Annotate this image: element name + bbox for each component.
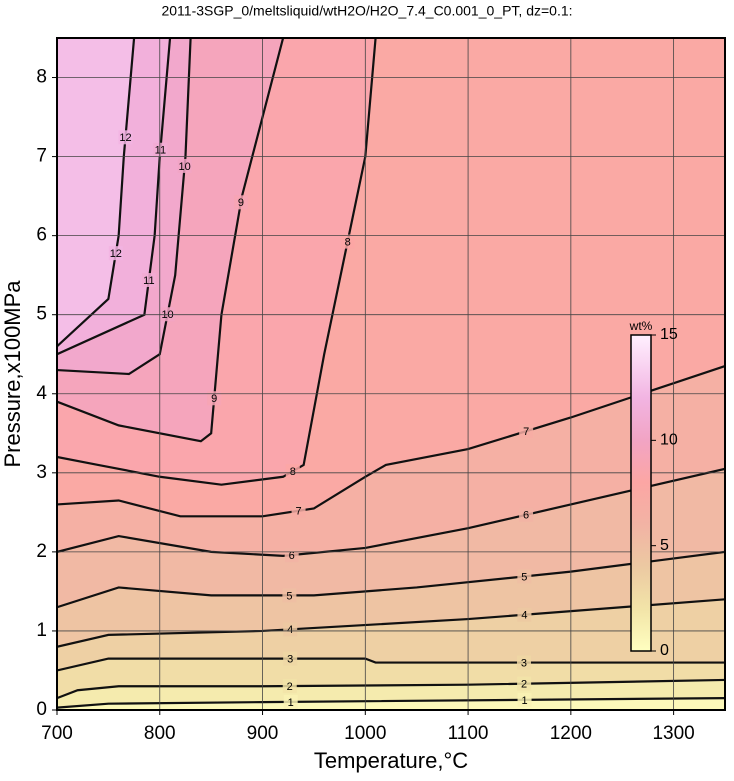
- y-tick-label: 1: [36, 620, 47, 641]
- contour-label: 1: [288, 697, 294, 709]
- contour-label: 8: [345, 237, 351, 249]
- x-tick-label: 1000: [344, 723, 386, 744]
- y-tick-label: 2: [36, 541, 47, 562]
- x-tick-label: 800: [144, 723, 176, 744]
- contour-label: 5: [521, 571, 527, 583]
- contour-label-bg: [283, 622, 298, 637]
- contour-label-bg: [282, 588, 297, 603]
- contour-line: [57, 657, 725, 672]
- y-tick-label: 6: [36, 225, 47, 246]
- contour-label: 7: [523, 426, 529, 438]
- y-axis-label: Pressure,x100MPa: [0, 280, 25, 468]
- x-axis-label: Temperature,°C: [314, 748, 468, 773]
- contour-label: 9: [238, 197, 244, 209]
- contour-label-bg: [283, 651, 298, 666]
- contour-label-bg: [233, 195, 248, 210]
- y-tick-label: 8: [36, 67, 47, 88]
- colorbar-tick-label: 0: [660, 642, 669, 659]
- contour-label: 1: [521, 695, 527, 707]
- contour-label-bg: [118, 130, 133, 145]
- contour-label: 12: [119, 132, 131, 144]
- contour-label-bg: [141, 273, 156, 288]
- x-tick-label: 900: [247, 723, 279, 744]
- contour-label-bg: [517, 692, 532, 707]
- contour-line: [57, 697, 725, 709]
- contour-label-bg: [519, 424, 534, 439]
- contour-label: 10: [179, 161, 191, 173]
- contour-label: 6: [289, 550, 295, 562]
- contour-label-bg: [340, 234, 355, 249]
- contour-label-bg: [517, 676, 532, 691]
- x-tick-label: 1300: [652, 723, 694, 744]
- contour-label: 3: [521, 657, 527, 669]
- contour-label: 11: [155, 145, 166, 157]
- contour-label-bg: [207, 391, 222, 406]
- colorbar-tick-label: 15: [660, 326, 678, 343]
- contour-label: 7: [296, 506, 302, 518]
- x-tick-label: 1200: [550, 723, 592, 744]
- colorbar-label: wt%: [629, 319, 653, 333]
- contour-label-bg: [283, 694, 298, 709]
- colorbar: [630, 334, 652, 652]
- contour-label: 5: [286, 590, 292, 602]
- contour-label-bg: [516, 655, 531, 670]
- contour-label: 10: [161, 309, 173, 321]
- y-tick-label: 4: [36, 383, 47, 404]
- y-tick-label: 7: [36, 146, 47, 167]
- contour-label-bg: [291, 503, 306, 518]
- contour-label-bg: [108, 246, 123, 261]
- contour-label: 8: [290, 466, 296, 478]
- contour-label: 4: [287, 624, 293, 636]
- contour-label: 12: [110, 248, 122, 260]
- contour-label: 2: [287, 681, 293, 693]
- contour-label-bg: [153, 142, 168, 157]
- x-tick-label: 700: [41, 723, 73, 744]
- contour-label-bg: [282, 679, 297, 694]
- contour-line: [57, 38, 377, 486]
- contour-label: 4: [521, 610, 527, 622]
- contour-label: 2: [521, 679, 527, 691]
- contour-fill: [57, 38, 135, 347]
- contour-label-bg: [177, 158, 192, 173]
- contour-line: [57, 678, 725, 700]
- colorbar-tick-label: 10: [660, 432, 678, 449]
- contour-label-bg: [517, 569, 532, 584]
- y-tick-label: 5: [36, 304, 47, 325]
- colorbar-tick-label: 5: [660, 537, 669, 554]
- contour-label: 11: [143, 275, 154, 287]
- contour-label: 9: [211, 393, 217, 405]
- contour-label: 3: [287, 654, 293, 666]
- contour-label: 6: [523, 510, 529, 522]
- contour-label-bg: [160, 307, 175, 322]
- y-tick-label: 0: [36, 699, 47, 720]
- contour-label-bg: [519, 507, 534, 522]
- x-tick-label: 1100: [448, 723, 489, 744]
- plot-frame: [56, 37, 726, 711]
- contour-label-bg: [285, 464, 300, 479]
- y-tick-label: 3: [36, 462, 47, 483]
- contour-label-bg: [517, 607, 532, 622]
- chart-title: 2011-3SGP_0/meltsliquid/wtH2O/H2O_7.4_C0…: [161, 3, 572, 19]
